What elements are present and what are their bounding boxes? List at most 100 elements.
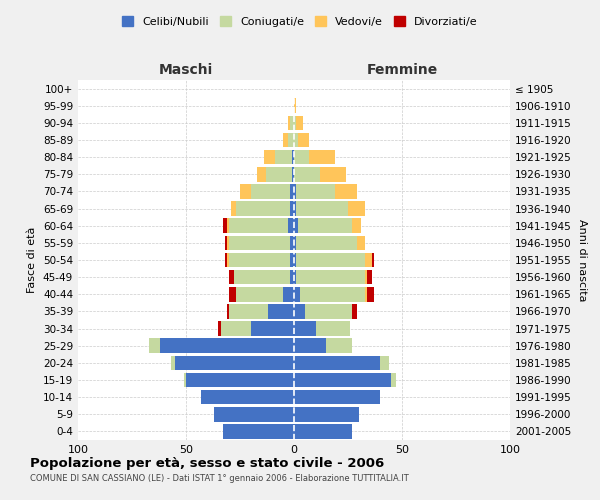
- Bar: [294, 304, 305, 318]
- Bar: [223, 218, 227, 233]
- Bar: [294, 184, 296, 198]
- Bar: [229, 218, 287, 233]
- Bar: [223, 424, 294, 438]
- Bar: [326, 338, 352, 353]
- Bar: [292, 167, 294, 182]
- Bar: [365, 270, 367, 284]
- Bar: [229, 270, 233, 284]
- Bar: [201, 390, 294, 404]
- Bar: [214, 407, 294, 422]
- Bar: [348, 202, 365, 216]
- Bar: [294, 356, 380, 370]
- Bar: [296, 202, 348, 216]
- Bar: [380, 356, 389, 370]
- Bar: [227, 236, 229, 250]
- Bar: [296, 252, 365, 268]
- Bar: [229, 304, 268, 318]
- Bar: [287, 116, 290, 130]
- Bar: [160, 338, 294, 353]
- Bar: [356, 236, 365, 250]
- Bar: [251, 184, 290, 198]
- Bar: [335, 184, 356, 198]
- Bar: [227, 218, 229, 233]
- Bar: [225, 236, 227, 250]
- Bar: [296, 116, 302, 130]
- Bar: [296, 236, 356, 250]
- Bar: [229, 252, 290, 268]
- Y-axis label: Anni di nascita: Anni di nascita: [577, 219, 587, 301]
- Bar: [365, 287, 367, 302]
- Bar: [186, 372, 294, 388]
- Bar: [294, 407, 359, 422]
- Bar: [229, 236, 290, 250]
- Bar: [290, 270, 294, 284]
- Bar: [365, 252, 372, 268]
- Bar: [290, 202, 294, 216]
- Bar: [294, 98, 296, 113]
- Bar: [283, 287, 294, 302]
- Bar: [225, 252, 227, 268]
- Bar: [294, 372, 391, 388]
- Bar: [298, 218, 352, 233]
- Bar: [229, 287, 236, 302]
- Bar: [294, 322, 316, 336]
- Bar: [236, 287, 283, 302]
- Bar: [301, 287, 365, 302]
- Bar: [175, 356, 294, 370]
- Bar: [218, 322, 221, 336]
- Bar: [294, 252, 296, 268]
- Bar: [294, 167, 320, 182]
- Bar: [264, 150, 275, 164]
- Bar: [367, 270, 372, 284]
- Bar: [372, 252, 374, 268]
- Legend: Celibi/Nubili, Coniugati/e, Vedovi/e, Divorziati/e: Celibi/Nubili, Coniugati/e, Vedovi/e, Di…: [119, 13, 481, 30]
- Bar: [352, 218, 361, 233]
- Bar: [367, 287, 374, 302]
- Bar: [233, 270, 290, 284]
- Bar: [294, 236, 296, 250]
- Text: Maschi: Maschi: [159, 62, 213, 76]
- Bar: [294, 202, 296, 216]
- Bar: [292, 150, 294, 164]
- Bar: [294, 218, 298, 233]
- Bar: [298, 132, 309, 148]
- Bar: [268, 304, 294, 318]
- Bar: [290, 236, 294, 250]
- Bar: [251, 322, 294, 336]
- Bar: [232, 202, 236, 216]
- Bar: [236, 202, 290, 216]
- Bar: [227, 252, 229, 268]
- Bar: [287, 132, 294, 148]
- Bar: [296, 184, 335, 198]
- Bar: [257, 167, 266, 182]
- Bar: [294, 150, 309, 164]
- Bar: [294, 270, 296, 284]
- Bar: [275, 150, 292, 164]
- Bar: [290, 116, 294, 130]
- Text: Femmine: Femmine: [367, 62, 437, 76]
- Bar: [391, 372, 395, 388]
- Bar: [309, 150, 335, 164]
- Bar: [294, 116, 296, 130]
- Bar: [221, 322, 251, 336]
- Bar: [294, 132, 298, 148]
- Bar: [296, 270, 365, 284]
- Bar: [227, 304, 229, 318]
- Bar: [171, 356, 175, 370]
- Text: Popolazione per età, sesso e stato civile - 2006: Popolazione per età, sesso e stato civil…: [30, 458, 384, 470]
- Bar: [294, 424, 352, 438]
- Y-axis label: Fasce di età: Fasce di età: [28, 227, 37, 293]
- Bar: [305, 304, 352, 318]
- Text: COMUNE DI SAN CASSIANO (LE) - Dati ISTAT 1° gennaio 2006 - Elaborazione TUTTITAL: COMUNE DI SAN CASSIANO (LE) - Dati ISTAT…: [30, 474, 409, 483]
- Bar: [294, 338, 326, 353]
- Bar: [290, 184, 294, 198]
- Bar: [266, 167, 292, 182]
- Bar: [294, 287, 301, 302]
- Bar: [294, 390, 380, 404]
- Bar: [283, 132, 287, 148]
- Bar: [352, 304, 356, 318]
- Bar: [320, 167, 346, 182]
- Bar: [240, 184, 251, 198]
- Bar: [287, 218, 294, 233]
- Bar: [290, 252, 294, 268]
